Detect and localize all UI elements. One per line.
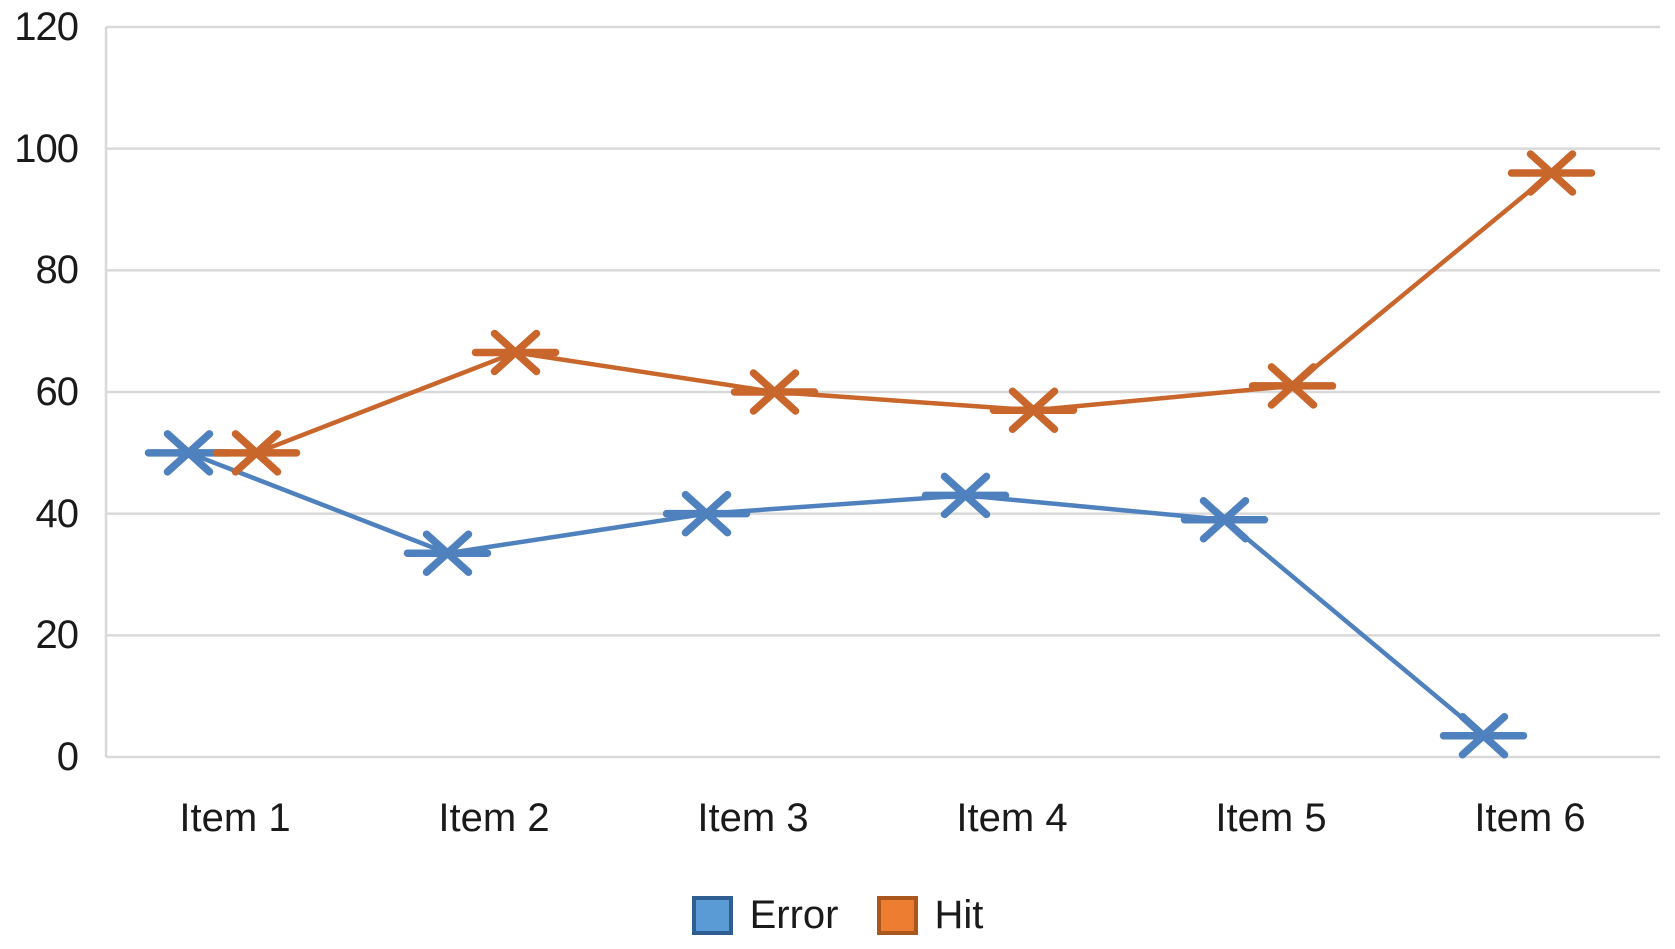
legend-label-error: Error <box>749 893 839 937</box>
marker-error-4 <box>940 472 991 519</box>
marker-hit-3 <box>749 369 800 415</box>
marker-hit-2 <box>490 329 541 376</box>
y-tick-label-120: 120 <box>14 5 79 49</box>
y-tick-label-80: 80 <box>35 248 80 292</box>
series-line-error <box>187 450 1485 738</box>
marker-error-1 <box>163 430 214 476</box>
legend-item-error: Error <box>691 893 839 938</box>
x-category-label-4: Item 4 <box>956 796 1068 840</box>
legend-swatch-hit <box>876 896 918 935</box>
legend-swatch-error <box>691 896 733 935</box>
x-category-label-6: Item 6 <box>1474 796 1586 840</box>
legend-label-hit: Hit <box>934 893 984 937</box>
x-category-label-1: Item 1 <box>179 796 291 840</box>
legend: Error Hit <box>0 893 1675 938</box>
marker-error-2 <box>422 530 473 576</box>
marker-hit-4 <box>1008 387 1059 433</box>
y-tick-label-20: 20 <box>35 613 80 657</box>
marker-error-3 <box>681 490 732 537</box>
marker-hit-1 <box>231 430 282 476</box>
y-tick-label-0: 0 <box>56 735 79 779</box>
marker-hit-6 <box>1526 150 1577 196</box>
marker-error-6 <box>1458 712 1509 759</box>
series-line-hit <box>255 171 1553 455</box>
marker-error-5 <box>1199 497 1250 543</box>
marker-hit-5 <box>1267 363 1318 409</box>
y-tick-label-40: 40 <box>35 492 80 536</box>
y-tick-label-100: 100 <box>14 127 79 171</box>
y-tick-label-60: 60 <box>35 370 80 414</box>
x-category-label-5: Item 5 <box>1215 796 1327 840</box>
x-category-label-3: Item 3 <box>697 796 809 840</box>
x-category-label-2: Item 2 <box>438 796 550 840</box>
legend-item-hit: Hit <box>876 893 984 938</box>
